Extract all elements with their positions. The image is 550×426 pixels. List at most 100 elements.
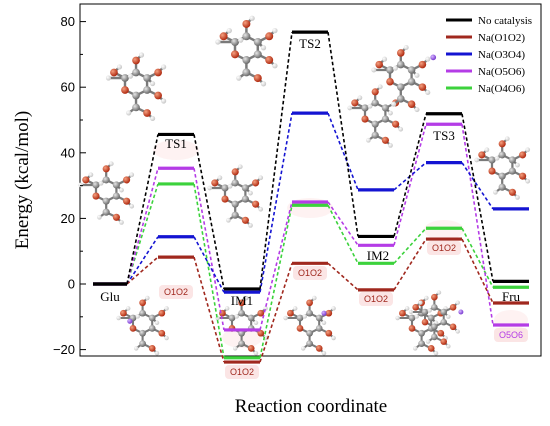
annotation-o1o2: O1O2 [298, 268, 322, 278]
hydrogen-atom [154, 320, 160, 326]
x-axis-label: Reaction coordinate [235, 396, 387, 417]
carbon-atom [508, 156, 516, 164]
carbon-atom [242, 32, 251, 41]
legend-label: Na(O1O2) [478, 32, 525, 44]
connector-na-o4o6- [461, 227, 494, 288]
carbon-atom [139, 309, 146, 317]
hydrogen-atom [248, 190, 253, 196]
hydrogen-atom [253, 350, 259, 356]
carbon-atom [231, 179, 239, 187]
hydrogen-atom [525, 147, 531, 153]
hydrogen-atom [215, 39, 221, 45]
hydrogen-atom [129, 172, 135, 178]
hydrogen-atom [377, 84, 383, 90]
hydrogen-atom [331, 306, 336, 311]
carbon-atom [238, 340, 245, 347]
oxygen-atom [231, 168, 239, 176]
hydrogen-atom [238, 37, 244, 43]
hydrogen-atom [207, 185, 213, 191]
state-label-ts1: TS1 [165, 136, 187, 151]
molecule-glu [78, 161, 135, 225]
state-label-fru: Fru [502, 289, 521, 304]
carbon-atom [139, 329, 146, 337]
hydrogen-atom [105, 75, 112, 81]
carbon-atom [381, 104, 389, 112]
connector-na-o1o2- [126, 256, 159, 285]
annotation-o1o2: O1O2 [364, 294, 388, 304]
legend: No catalysis Na(O1O2) Na(O3O4) Na(O5O6) Na(O… [446, 15, 532, 95]
hydrogen-atom [425, 89, 431, 96]
carbon-atom [407, 77, 416, 86]
y-axis-ticks: −20 0 20 40 60 80 [53, 14, 86, 357]
oxygen-atom [519, 151, 527, 159]
carbon-atom [498, 172, 506, 180]
hydrogen-atom [232, 346, 238, 351]
y-tick-label: 60 [61, 80, 75, 95]
hydrogen-atom [108, 161, 114, 167]
carbon-atom [221, 184, 229, 192]
oxygen-atom [287, 309, 294, 317]
hydrogen-atom [236, 75, 242, 81]
oxygen-atom [440, 338, 447, 345]
oxygen-atom [381, 136, 389, 144]
hydrogen-atom [494, 155, 500, 161]
hydrogen-atom [217, 175, 223, 181]
hydrogen-atom [234, 314, 240, 319]
hydrogen-atom [414, 314, 420, 319]
state-label-glu: Glu [100, 289, 120, 304]
oxygen-atom [148, 345, 156, 352]
hydrogen-atom [367, 103, 373, 109]
y-tick-label: 40 [61, 145, 75, 160]
oxygen-atom [371, 88, 379, 96]
oxygen-atom [121, 86, 129, 94]
hydrogen-atom [161, 98, 167, 104]
hydrogen-atom [138, 52, 145, 58]
molecule-ts2-na [283, 295, 336, 356]
oxygen-atom [221, 195, 229, 203]
hydrogen-atom [237, 164, 243, 170]
oxygen-atom [418, 83, 427, 91]
hydrogen-atom [78, 182, 84, 188]
carbon-atom [132, 68, 140, 77]
hydrogen-atom [357, 95, 363, 101]
hydrogen-atom [371, 67, 377, 73]
carbon-atom [102, 176, 110, 184]
hydrogen-atom [126, 110, 132, 116]
carbon-atom [132, 91, 140, 100]
hydrogen-atom [135, 314, 141, 319]
hydrogen-atom [260, 45, 267, 51]
molecule-glu-na [116, 295, 169, 356]
hydrogen-atom [425, 56, 431, 62]
connector-na-o1o2- [193, 256, 225, 363]
hydrogen-atom [331, 335, 336, 341]
legend-label: Na(O5O6) [478, 66, 525, 78]
carbon-atom [488, 156, 496, 164]
connector-na-o5o6- [393, 124, 427, 246]
oxygen-atom [158, 329, 166, 337]
hydrogen-atom [249, 15, 255, 21]
hydrogen-atom [392, 65, 398, 71]
y-tick-label: −20 [53, 342, 75, 357]
hydrogen-atom [414, 107, 420, 113]
hydrogen-atom [154, 350, 160, 356]
annotation-shade [293, 266, 327, 280]
oxygen-atom [325, 309, 333, 317]
hydrogen-atom [427, 308, 432, 313]
carbon-atom [381, 115, 389, 123]
oxygen-atom [158, 309, 166, 317]
hydrogen-atom [515, 162, 520, 168]
carbon-atom [418, 340, 425, 347]
hydrogen-atom [404, 306, 410, 311]
connector-na-o3o4- [259, 112, 293, 293]
oxygen-atom [375, 60, 383, 69]
carbon-atom [231, 200, 239, 208]
oxygen-atom [129, 325, 137, 332]
hydrogen-atom [226, 217, 231, 223]
hydrogen-atom [398, 126, 404, 132]
carbon-atom [371, 99, 379, 107]
oxygen-atom [488, 167, 496, 175]
molecule-im2-na [395, 295, 448, 356]
carbon-atom [253, 50, 262, 59]
oxygen-atom [431, 293, 438, 301]
hydrogen-atom [244, 295, 249, 301]
